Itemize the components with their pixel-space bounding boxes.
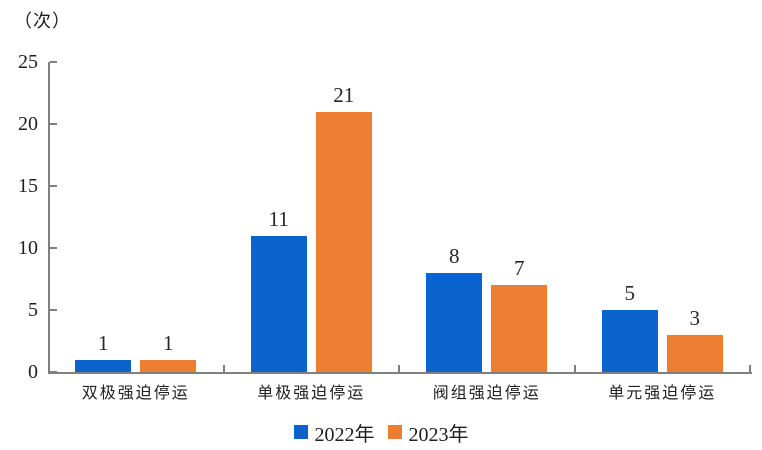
y-axis-tick bbox=[50, 309, 57, 311]
legend-item-2022年: 2022年 bbox=[293, 418, 375, 447]
bar-2022年-阀组强迫停运 bbox=[426, 272, 483, 372]
y-axis-unit-label: （次） bbox=[14, 11, 71, 31]
y-axis-tick-label: 10 bbox=[18, 237, 38, 259]
bar-value-label: 1 bbox=[163, 330, 174, 355]
x-axis-category-label: 单元强迫停运 bbox=[608, 385, 717, 402]
bar-value-label: 11 bbox=[268, 206, 289, 231]
x-axis-category-label: 双极强迫停运 bbox=[81, 385, 190, 402]
y-axis-tick bbox=[50, 371, 57, 373]
legend-item-2023年: 2023年 bbox=[387, 418, 469, 447]
y-axis-tick bbox=[50, 185, 57, 187]
bar-value-label: 5 bbox=[624, 281, 636, 305]
x-axis-category-label: 阀组强迫停运 bbox=[432, 385, 541, 402]
y-axis-tick-label: 25 bbox=[18, 51, 38, 73]
bar-2022年-双极强迫停运 bbox=[75, 359, 132, 372]
y-axis-tick-label: 5 bbox=[28, 299, 38, 321]
y-axis-tick bbox=[50, 123, 57, 125]
legend-label: 2022年 bbox=[314, 423, 375, 446]
bar-2022年-单极强迫停运 bbox=[250, 235, 307, 372]
bar-2022年-单元强迫停运 bbox=[601, 310, 658, 372]
bar-2023年-双极强迫停运 bbox=[140, 359, 197, 372]
bar-value-label: 3 bbox=[689, 305, 701, 330]
bar-2023年-单元强迫停运 bbox=[666, 334, 723, 372]
y-axis-tick-label: 20 bbox=[18, 113, 38, 135]
bar-2023年-单极强迫停运 bbox=[315, 111, 372, 372]
x-axis-tick bbox=[573, 365, 576, 372]
bar-value-label: 8 bbox=[449, 243, 460, 268]
bar-value-label: 21 bbox=[333, 82, 355, 107]
y-axis-tick bbox=[50, 247, 57, 249]
x-axis-tick bbox=[749, 365, 751, 372]
x-axis-tick bbox=[398, 365, 400, 372]
x-axis-category-label: 单极强迫停运 bbox=[257, 385, 366, 402]
y-axis-tick-label: 0 bbox=[28, 361, 38, 383]
plot-area bbox=[48, 62, 752, 374]
bar-value-label: 1 bbox=[98, 330, 109, 355]
bar-value-label: 7 bbox=[514, 256, 525, 281]
legend-swatch bbox=[387, 425, 402, 439]
y-axis-tick-label: 15 bbox=[18, 175, 38, 197]
y-axis-tick bbox=[50, 61, 57, 63]
legend-swatch bbox=[293, 425, 308, 439]
bar-2023年-阀组强迫停运 bbox=[491, 285, 548, 372]
legend: 2022年 2023年 bbox=[0, 418, 762, 447]
x-axis-tick bbox=[222, 365, 225, 372]
legend-label: 2023年 bbox=[408, 423, 469, 446]
